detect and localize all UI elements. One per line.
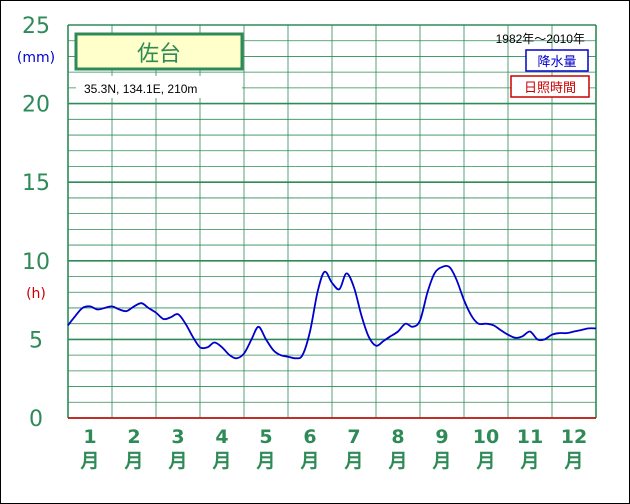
legend-rain-box [525, 49, 589, 72]
chart-title: 佐台 [137, 42, 181, 67]
x-tick-month-number: 12 [561, 426, 587, 448]
location-label-bg [76, 76, 242, 98]
y-unit-h: (h) [26, 286, 46, 302]
x-tick-month-kanji: 月 [123, 450, 143, 472]
legend-sunshine-label: 日照時間 [524, 81, 576, 96]
x-tick-month-number: 1 [83, 426, 96, 448]
x-tick-month-number: 11 [517, 426, 543, 448]
x-tick-month-kanji: 月 [519, 450, 539, 472]
x-tick-month-kanji: 月 [255, 450, 275, 472]
y-tick-label: 15 [22, 171, 50, 196]
x-tick-month-kanji: 月 [79, 450, 99, 472]
y-unit-mm: (mm) [17, 50, 55, 66]
series-layer [67, 264, 597, 360]
x-tick-month-number: 9 [435, 426, 448, 448]
x-tick-month-number: 4 [215, 426, 228, 448]
x-tick-month-kanji: 月 [431, 450, 451, 472]
x-tick-month-number: 3 [171, 426, 184, 448]
x-tick-month-kanji: 月 [475, 450, 495, 472]
x-tick-month-kanji: 月 [211, 450, 231, 472]
legend: 降水量 日照時間 [510, 49, 590, 98]
legend-rain-label: 降水量 [537, 55, 576, 70]
x-tick-month-number: 6 [303, 426, 316, 448]
x-tick-month-kanji: 月 [563, 450, 583, 472]
x-tick-month-number: 5 [259, 426, 272, 448]
x-tick-month-kanji: 月 [343, 450, 363, 472]
x-tick-month-number: 2 [127, 426, 140, 448]
x-tick-month-number: 8 [391, 426, 404, 448]
x-tick-month-number: 10 [473, 426, 499, 448]
y-tick-label: 25 [22, 14, 50, 39]
y-tick-labels: 0 5 10 15 20 25 [22, 14, 50, 432]
x-tick-month-kanji: 月 [387, 450, 407, 472]
x-tick-month-number: 7 [347, 426, 360, 448]
x-tick-month-kanji: 月 [167, 450, 187, 472]
period-label: 1982年〜2010年 [496, 32, 585, 46]
y-tick-label: 5 [29, 328, 43, 353]
x-tick-month-kanji: 月 [299, 450, 319, 472]
y-tick-label: 10 [22, 250, 50, 275]
grid [67, 24, 597, 419]
legend-sunshine-box [510, 75, 590, 98]
y-tick-label: 0 [29, 407, 43, 432]
location-label: 35.3N, 134.1E, 210m [84, 82, 197, 96]
title-box-frame [74, 32, 244, 71]
title-box: 佐台 [74, 32, 244, 71]
series-line-precipitation [67, 264, 597, 360]
y-tick-label: 20 [22, 93, 50, 118]
